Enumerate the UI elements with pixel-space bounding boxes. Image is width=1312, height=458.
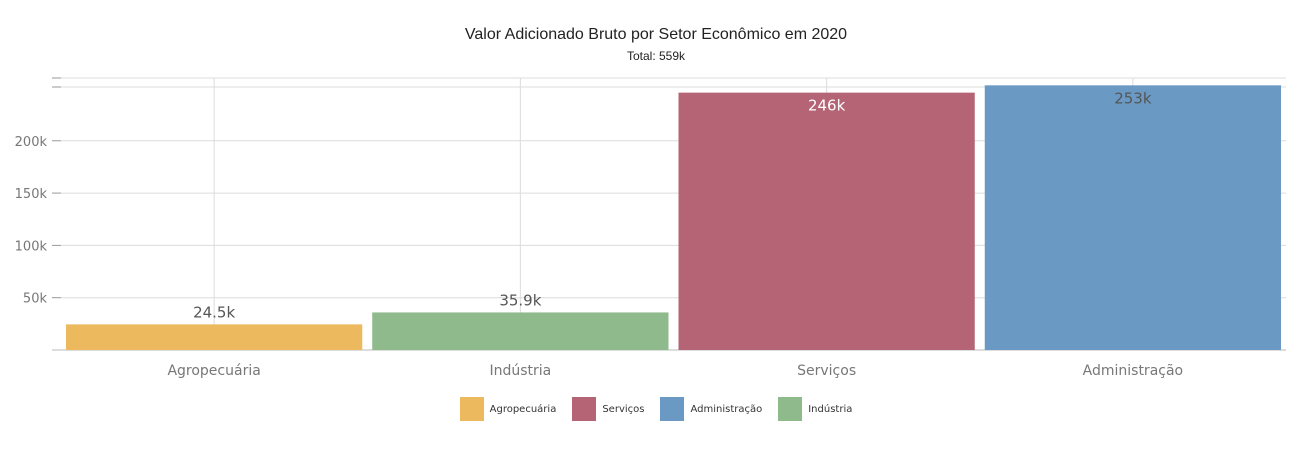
legend-label: Serviços [602, 403, 645, 415]
bar-agropecuaria [66, 324, 363, 350]
x-tick-label: Serviços [797, 363, 856, 379]
legend-item-agropecuaria[interactable]: Agropecuária [459, 397, 557, 421]
y-tick-label: 150k [15, 187, 48, 202]
data-label: 35.9k [499, 291, 541, 309]
y-tick-label: 200k [15, 135, 48, 150]
x-tick-label: Indústria [489, 363, 551, 379]
legend-item-servicos[interactable]: Serviços [572, 397, 644, 421]
legend-label: Agropecuária [489, 403, 557, 415]
legend-label: Indústria [808, 403, 853, 415]
chart-subtitle: Total: 559k [626, 49, 686, 63]
legend-swatch [660, 397, 685, 421]
legend-item-administracao[interactable]: Administração [660, 397, 762, 421]
legend-swatch [778, 397, 803, 421]
data-label: 24.5k [193, 303, 235, 321]
y-tick-label: 100k [15, 239, 48, 254]
x-tick-label: Administração [1083, 363, 1183, 379]
legend-swatch [572, 397, 597, 421]
chart-legend: Agropecuária Serviços Administração Indú… [0, 397, 1312, 421]
data-label: 246k [808, 97, 846, 115]
legend-swatch [459, 397, 484, 421]
x-tick-label: Agropecuária [167, 363, 260, 379]
bar-servicos [678, 92, 975, 351]
y-tick-label: 50k [23, 292, 48, 307]
data-label: 253k [1114, 89, 1152, 107]
chart-title: Valor Adicionado Bruto por Setor Econômi… [464, 26, 848, 43]
legend-item-industria[interactable]: Indústria [778, 397, 852, 421]
bar-industria [372, 312, 669, 350]
bar-administracao [984, 85, 1281, 351]
legend-label: Administração [690, 403, 763, 415]
